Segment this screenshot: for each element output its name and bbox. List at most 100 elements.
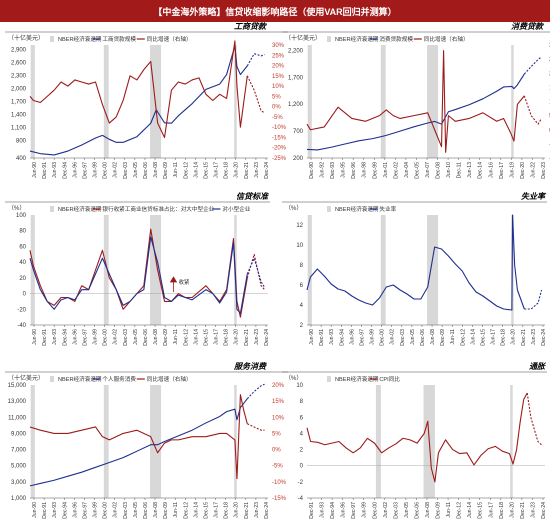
chart-panel-3: 信贷标准 （%） NBER经济衰退期 银行收紧工商业信贷标准占比：对大中型企业 对小型企… [5, 192, 270, 346]
recession-band [150, 385, 162, 498]
x-tick-label: Dec-18 [224, 162, 230, 179]
x-tick-label: Jun-96 [349, 329, 355, 345]
series-forecast-2 [246, 75, 265, 114]
left-unit-label: （%） [285, 205, 302, 212]
x-tick-label: Jun-99 [93, 162, 99, 178]
x-tick-label: Jun-08 [153, 162, 159, 178]
series-line-2 [29, 236, 248, 314]
x-tick-label: Jun-11 [450, 329, 456, 345]
x-tick-label: Dec-93 [330, 162, 336, 179]
y2-tick-label: -5% [272, 115, 283, 121]
x-tick-label: Dec-21 [244, 329, 250, 346]
x-tick-label: Dec-18 [224, 329, 230, 346]
x-tick-label: Jun-05 [410, 329, 416, 345]
x-tick-label: Jun-98 [362, 162, 368, 178]
x-tick-label: Jun-08 [153, 329, 159, 345]
x-tick-label: Jun-96 [341, 502, 347, 518]
x-tick-label: Jun-20 [234, 329, 240, 345]
x-tick-label: Dec-15 [478, 502, 484, 519]
y2-tick-label: -5% [272, 464, 283, 470]
x-tick-label: Dec-97 [82, 329, 88, 346]
y-tick-label: 9,000 [11, 431, 27, 437]
legend-swatch-nber [50, 36, 54, 42]
x-tick-label: Jun-17 [214, 162, 220, 178]
x-tick-label: Jun-92 [320, 162, 326, 178]
x-tick-label: Dec-11 [457, 162, 463, 178]
y-tick-label: 3,000 [11, 480, 27, 486]
report-title: 【中金海外策略】信贷收缩影响路径（使用VAR回归并测算） [153, 6, 397, 17]
y-tick-label: 2,000 [11, 86, 27, 92]
chart-panel-2: 消费贷款 （十亿美元） NBER经济衰退期 消费贷款规模 同比增速（右轴） 200 700 1… [282, 22, 550, 179]
x-tick-label: Dec-94 [330, 502, 336, 519]
x-tick-label: Dec-90 [309, 162, 315, 179]
tighten-arrow [169, 276, 178, 292]
x-tick-label: Jun-02 [113, 162, 119, 178]
recession-band [380, 45, 386, 158]
x-tick-label: Dec-00 [103, 329, 109, 346]
y-tick-label: 11,000 [8, 415, 27, 421]
x-tick-label: Jun-14 [193, 502, 199, 518]
series-forecast-1 [246, 53, 265, 67]
y-tick-label: 2,200 [288, 48, 304, 54]
x-tick-label: Dec-24 [541, 329, 547, 346]
x-tick-label: Dec-03 [123, 502, 129, 519]
x-tick-label: Jun-23 [254, 329, 260, 345]
x-tick-label: Jun-17 [214, 329, 220, 345]
y-tick-label: 2 [300, 448, 304, 454]
x-tick-label: Jun-90 [32, 329, 38, 345]
x-tick-label: Dec-99 [372, 162, 378, 179]
y2-tick-label: 0% [272, 448, 281, 454]
chart-panel-5: 服务消费 （十亿美元） NBER经济衰退期 个人服务消费 同比增速（右轴） 1,000 3,… [5, 362, 288, 519]
x-tick-label: Jun-16 [488, 162, 494, 178]
y-tick-label: 80 [19, 229, 26, 235]
x-tick-label: Dec-18 [499, 502, 505, 519]
y-tick-label: 700 [293, 129, 304, 135]
x-tick-label: Dec-06 [414, 502, 420, 519]
series-line-1 [29, 228, 248, 318]
x-tick-label: Dec-09 [436, 502, 442, 519]
x-tick-label: Jun-14 [193, 162, 199, 178]
x-tick-label: Jun-08 [153, 502, 159, 518]
legend-label: 银行收紧工商业信贷标准占比：对大中型企业 [102, 205, 214, 213]
x-tick-label: Jun-93 [320, 502, 326, 518]
y-tick-label: -4 [298, 496, 304, 502]
x-tick-label: Jun-23 [254, 502, 260, 518]
series-forecast-1 [246, 383, 265, 400]
x-tick-label: Jun-93 [52, 329, 58, 345]
legend-label: NBER经济衰退期 [335, 205, 379, 213]
y-tick-label: 4 [300, 303, 304, 309]
legend-label: 工商贷款规模 [102, 35, 136, 43]
x-tick-label: Jun-22 [530, 162, 536, 178]
y-tick-label: 20 [19, 276, 26, 282]
x-tick-label: Dec-24 [264, 502, 270, 519]
series-line-1 [306, 392, 528, 483]
x-tick-label: Jun-17 [491, 329, 497, 345]
y-tick-label: -40 [17, 323, 26, 329]
x-tick-label: Jun-11 [446, 502, 452, 518]
legend-label: CPI同比 [379, 375, 400, 383]
y-tick-label: 13,000 [8, 399, 27, 405]
x-tick-label: Jun-05 [404, 502, 410, 518]
y-tick-label: 2 [300, 323, 304, 329]
x-tick-label: Dec-00 [380, 329, 386, 346]
left-unit-label: （十亿美元） [285, 34, 321, 42]
recession-band [103, 45, 109, 158]
series-line-2 [306, 50, 525, 153]
series-line-2 [29, 40, 248, 139]
recession-band [103, 385, 109, 498]
x-tick-label: Dec-00 [372, 502, 378, 519]
x-tick-label: Jun-08 [425, 502, 431, 518]
recession-band [150, 215, 162, 325]
y2-tick-label: 20% [272, 383, 285, 389]
x-tick-label: Jun-90 [32, 502, 38, 518]
x-tick-label: Jun-05 [133, 502, 139, 518]
y-tick-label: 40 [19, 260, 26, 266]
x-tick-label: Dec-03 [123, 162, 129, 179]
x-tick-label: Jun-96 [72, 162, 78, 178]
x-tick-label: Dec-24 [541, 502, 547, 519]
y-tick-label: 7,000 [11, 448, 27, 454]
recession-band [103, 215, 109, 325]
chart-title: 消费贷款 [511, 22, 545, 31]
x-tick-label: Jun-90 [309, 329, 315, 345]
x-tick-label: Jun-96 [72, 329, 78, 345]
